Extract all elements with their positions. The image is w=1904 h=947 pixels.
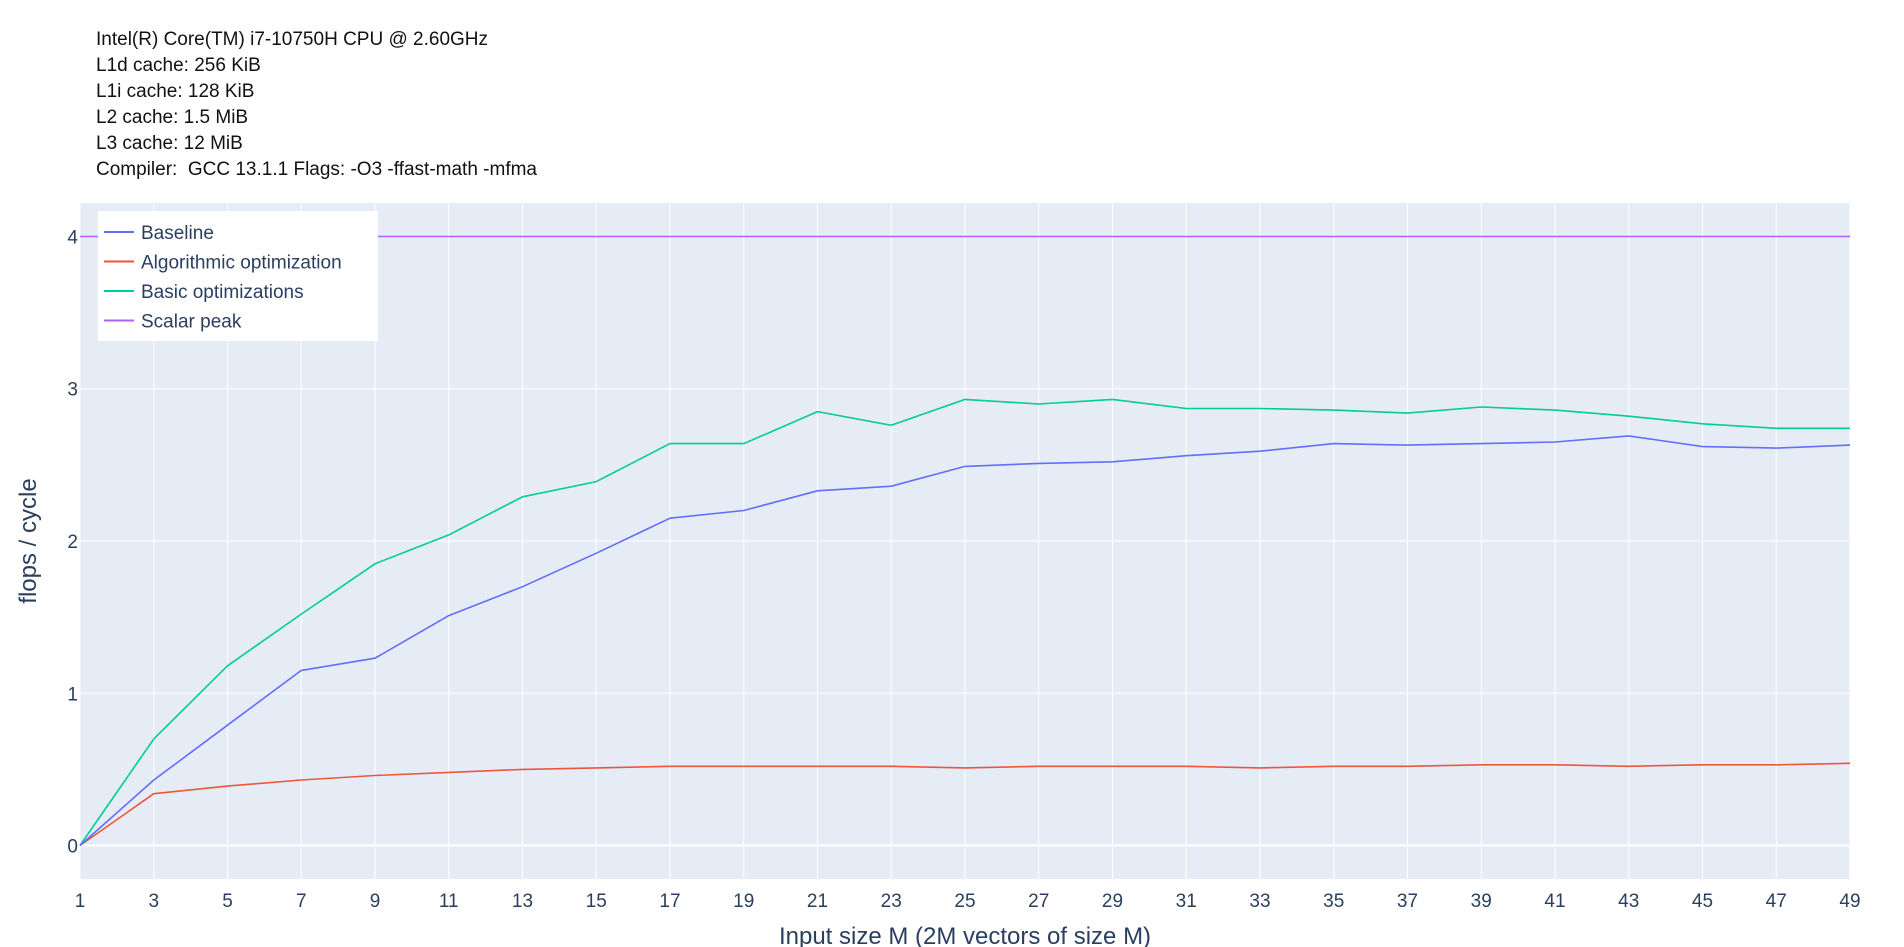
x-tick-label: 7 <box>296 891 307 912</box>
y-axis-title: flops / cycle <box>15 478 42 603</box>
cpu-info-header: Intel(R) Core(TM) i7-10750H CPU @ 2.60GH… <box>96 27 796 183</box>
x-tick-label: 47 <box>1766 891 1787 912</box>
x-tick-label: 45 <box>1692 891 1713 912</box>
legend-label: Baseline <box>141 223 214 244</box>
x-tick-label: 3 <box>148 891 159 912</box>
y-tick-label: 1 <box>67 684 78 705</box>
header-line-compiler: Compiler: GCC 13.1.1 Flags: -O3 -ffast-m… <box>96 159 537 180</box>
legend-box <box>98 211 378 341</box>
legend-item-basic-optimizations[interactable]: Basic optimizations <box>104 282 304 303</box>
header-line-l1i: L1i cache: 128 KiB <box>96 81 255 102</box>
x-tick-label: 49 <box>1839 891 1860 912</box>
legend-label: Basic optimizations <box>141 282 304 303</box>
x-tick-label: 29 <box>1102 891 1123 912</box>
header-line-l1d: L1d cache: 256 KiB <box>96 55 261 76</box>
x-tick-label: 1 <box>75 891 86 912</box>
y-tick-label: 2 <box>67 532 78 553</box>
series-line-algorithmic-optimization <box>79 762 1851 847</box>
legend-label: Algorithmic optimization <box>141 253 342 274</box>
x-tick-label: 11 <box>439 891 459 912</box>
header-line-l2: L2 cache: 1.5 MiB <box>96 107 249 128</box>
x-tick-label: 27 <box>1028 891 1049 912</box>
x-tick-label: 25 <box>954 891 975 912</box>
x-tick-label: 21 <box>807 891 828 912</box>
x-tick-label: 15 <box>586 891 607 912</box>
x-tick-label: 37 <box>1397 891 1418 912</box>
series-line-baseline <box>79 435 1851 847</box>
x-tick-label: 31 <box>1176 891 1197 912</box>
x-tick-label: 13 <box>512 891 533 912</box>
y-tick-label: 0 <box>67 837 78 858</box>
legend[interactable]: Baseline Algorithmic optimization Basic op… <box>98 211 378 341</box>
header-line-l3: L3 cache: 12 MiB <box>96 133 243 154</box>
x-tick-label: 39 <box>1471 891 1492 912</box>
y-tick-labels: 0 1 2 3 4 <box>67 227 78 857</box>
legend-item-scalar-peak[interactable]: Scalar peak <box>104 312 242 333</box>
x-tick-label: 5 <box>222 891 233 912</box>
x-tick-labels: 1 3 5 7 9 11 13 15 17 19 21 23 25 27 29 31 33 35 37 39 41 43 4… <box>75 891 1861 912</box>
legend-item-algorithmic-optimization[interactable]: Algorithmic optimization <box>104 253 342 274</box>
y-tick-label: 4 <box>67 227 78 248</box>
x-tick-label: 23 <box>881 891 902 912</box>
series-layer <box>79 235 1851 847</box>
x-tick-label: 9 <box>370 891 381 912</box>
header-line-cpu: Intel(R) Core(TM) i7-10750H CPU @ 2.60GH… <box>96 29 489 50</box>
x-axis-title: Input size M (2M vectors of size M) <box>779 923 1151 947</box>
x-tick-label: 33 <box>1249 891 1270 912</box>
x-tick-label: 17 <box>659 891 680 912</box>
x-tick-label: 43 <box>1618 891 1639 912</box>
series-line-basic-optimizations <box>79 398 1850 846</box>
legend-item-baseline[interactable]: Baseline <box>104 223 214 244</box>
y-tick-label: 3 <box>67 380 78 401</box>
legend-label: Scalar peak <box>141 312 242 333</box>
x-tick-label: 35 <box>1323 891 1344 912</box>
x-tick-label: 19 <box>733 891 754 912</box>
x-tick-label: 41 <box>1544 891 1565 912</box>
